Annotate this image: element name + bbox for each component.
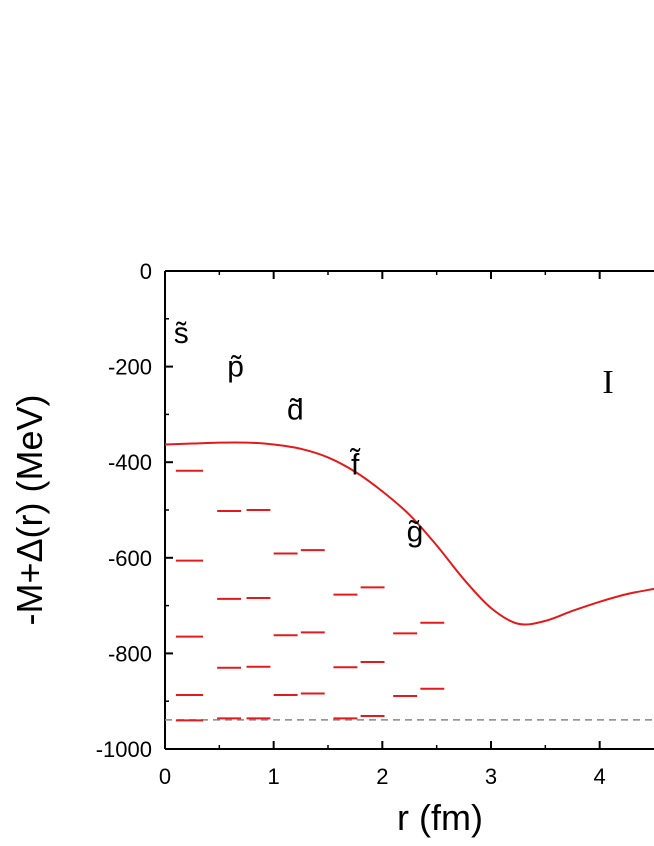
x-tick-label: 4	[594, 764, 606, 789]
x-tick-label: 0	[159, 764, 171, 789]
wave-label: f̃	[349, 449, 361, 482]
panel-label: I	[602, 364, 613, 401]
wave-labels-group: s̃ p̃ d̃ f̃ g̃	[174, 317, 423, 548]
y-axis-title: -M+Δ(r) (MeV)	[9, 394, 50, 625]
y-tick-label: -1000	[96, 737, 152, 762]
x-axis-title: r (fm)	[397, 797, 483, 838]
x-tick-label: 2	[376, 764, 388, 789]
x-tick-label: 1	[268, 764, 280, 789]
x-tick-label: 3	[485, 764, 497, 789]
y-tick-label: 0	[140, 259, 152, 284]
y-tick-label: -800	[108, 641, 152, 666]
wave-label: d̃	[287, 394, 304, 427]
ticks-group	[164, 270, 601, 750]
potential-curve	[164, 441, 654, 626]
y-tick-label: -400	[108, 450, 152, 475]
wave-label: s̃	[174, 317, 189, 350]
wave-label: p̃	[227, 351, 244, 384]
wave-label: g̃	[407, 516, 424, 549]
y-tick-label: -600	[108, 546, 152, 571]
y-tick-label: -200	[108, 355, 152, 380]
tick-labels-group: 0 1 2 3 4 0 -200 -400 -600 -800 -1000	[96, 259, 606, 789]
levels-group	[175, 469, 445, 722]
plot-area: 0 1 2 3 4 0 -200 -400 -600 -800 -1000 s̃ p̃ d̃ f̃ g̃ I	[96, 259, 654, 789]
